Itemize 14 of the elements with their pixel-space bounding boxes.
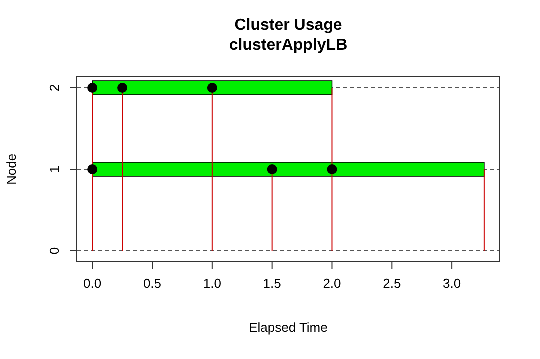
- y-axis-title: Node: [4, 154, 19, 186]
- x-tick-label: 2.5: [383, 276, 402, 291]
- chart-subtitle: clusterApplyLB: [229, 37, 348, 54]
- chart-title: Cluster Usage: [234, 17, 342, 34]
- x-tick-label: 1.0: [203, 276, 222, 291]
- y-tick-label: 1: [47, 166, 62, 174]
- x-tick-label: 2.0: [323, 276, 342, 291]
- y-tick-label: 2: [47, 84, 62, 92]
- x-tick-label: 3.0: [443, 276, 462, 291]
- y-tick-label: 0: [47, 247, 62, 255]
- x-axis-title: Elapsed Time: [249, 320, 328, 335]
- x-tick-label: 0.5: [143, 276, 162, 291]
- x-tick-label: 0.0: [84, 276, 102, 291]
- x-tick-label: 1.5: [263, 276, 282, 291]
